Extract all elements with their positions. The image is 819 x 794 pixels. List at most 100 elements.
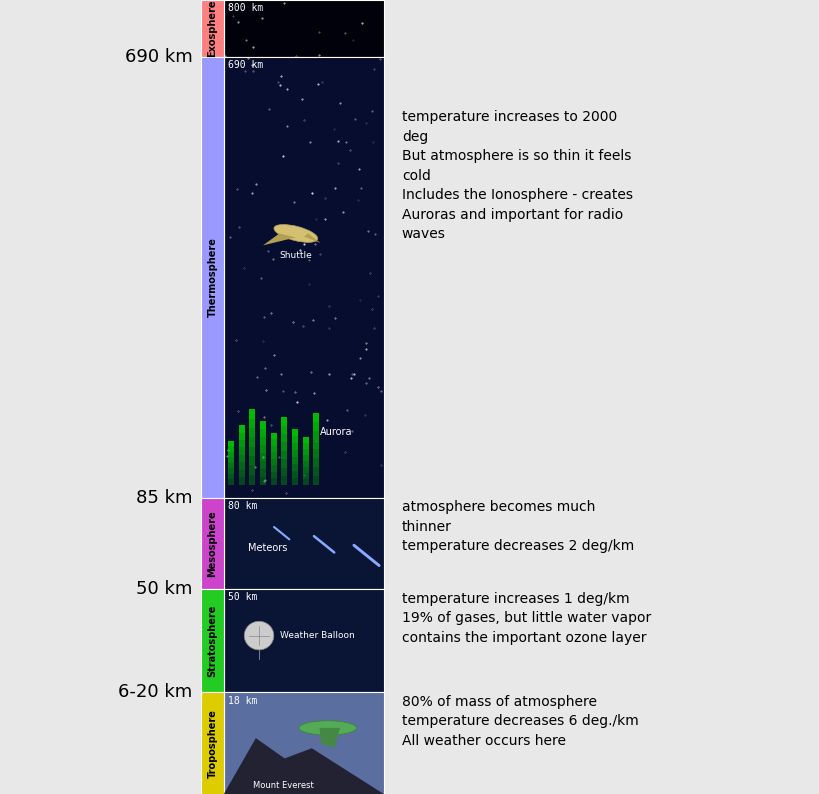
Bar (260, 476, 266, 484)
Bar (249, 447, 256, 457)
Bar (270, 465, 277, 472)
Bar (260, 445, 266, 453)
Bar (281, 459, 287, 468)
Bar (313, 440, 319, 449)
Bar (228, 452, 234, 457)
Ellipse shape (299, 721, 356, 735)
Bar (201, 589, 224, 692)
Bar (281, 434, 287, 442)
Bar (281, 476, 287, 484)
Bar (302, 479, 309, 484)
Bar (238, 425, 245, 433)
Bar (270, 439, 277, 446)
Bar (281, 468, 287, 476)
Text: atmosphere becomes much
thinner
temperature decreases 2 deg/km: atmosphere becomes much thinner temperat… (401, 500, 633, 553)
Bar (249, 457, 256, 466)
Bar (313, 431, 319, 440)
Bar (302, 472, 309, 479)
Text: Weather Balloon: Weather Balloon (279, 631, 354, 640)
Bar (281, 451, 287, 459)
Bar (249, 418, 256, 428)
Bar (224, 692, 383, 794)
Text: Mount Everest: Mount Everest (252, 781, 313, 790)
Text: temperature increases to 2000
deg
But atmosphere is so thin it feels
cold
Includ: temperature increases to 2000 deg But at… (401, 110, 632, 241)
Text: Shuttle: Shuttle (279, 251, 312, 260)
Text: 80% of mass of atmosphere
temperature decreases 6 deg./km
All weather occurs her: 80% of mass of atmosphere temperature de… (401, 695, 638, 748)
Bar (292, 429, 298, 436)
Ellipse shape (274, 225, 317, 242)
Bar (238, 462, 245, 470)
Bar (270, 459, 277, 465)
Bar (238, 455, 245, 462)
Bar (228, 463, 234, 468)
Bar (201, 498, 224, 589)
Bar (302, 443, 309, 449)
Bar (270, 453, 277, 459)
Bar (313, 422, 319, 431)
Bar (201, 692, 224, 794)
Bar (238, 440, 245, 447)
Bar (302, 467, 309, 472)
Bar (292, 457, 298, 464)
Bar (260, 429, 266, 437)
Polygon shape (304, 233, 320, 243)
Polygon shape (319, 728, 340, 748)
Bar (313, 413, 319, 422)
Polygon shape (224, 738, 383, 794)
Bar (281, 442, 287, 451)
Bar (228, 479, 234, 484)
Text: Thermosphere: Thermosphere (207, 237, 217, 318)
Bar (270, 433, 277, 439)
Bar (313, 476, 319, 484)
Bar (238, 470, 245, 477)
Text: 85 km: 85 km (136, 489, 192, 507)
Bar (292, 478, 298, 484)
Text: Exosphere: Exosphere (207, 0, 217, 57)
Bar (228, 474, 234, 479)
Text: Aurora: Aurora (319, 427, 351, 437)
Bar (238, 433, 245, 440)
Bar (270, 446, 277, 453)
Bar (313, 467, 319, 476)
Bar (249, 466, 256, 475)
Bar (292, 464, 298, 471)
Bar (249, 475, 256, 484)
Bar (270, 478, 277, 484)
Text: Mesosphere: Mesosphere (207, 511, 217, 576)
Bar (302, 461, 309, 467)
Bar (260, 468, 266, 476)
Bar (302, 437, 309, 443)
Bar (292, 450, 298, 457)
Text: 80 km: 80 km (228, 501, 257, 511)
Bar (228, 446, 234, 452)
Circle shape (244, 621, 274, 649)
Bar (292, 436, 298, 443)
Bar (260, 421, 266, 429)
Bar (313, 449, 319, 458)
Bar (281, 426, 287, 434)
Text: Meteors: Meteors (247, 543, 287, 553)
Text: 690 km: 690 km (228, 60, 263, 71)
Text: Stratosphere: Stratosphere (207, 604, 217, 677)
Bar (228, 457, 234, 463)
Bar (313, 458, 319, 467)
Text: temperature increases 1 deg/km
19% of gases, but little water vapor
contains the: temperature increases 1 deg/km 19% of ga… (401, 592, 650, 645)
Bar (238, 477, 245, 484)
Text: 800 km: 800 km (228, 3, 263, 13)
Text: 18 km: 18 km (228, 696, 257, 706)
Bar (224, 0, 383, 57)
Bar (292, 471, 298, 478)
Bar (224, 57, 383, 498)
Bar (238, 447, 245, 455)
Text: 50 km: 50 km (136, 580, 192, 598)
Text: 50 km: 50 km (228, 592, 257, 603)
Bar (249, 409, 256, 418)
Bar (302, 455, 309, 461)
Bar (201, 0, 224, 57)
Bar (228, 468, 234, 474)
Bar (249, 428, 256, 437)
Bar (201, 57, 224, 498)
Polygon shape (263, 233, 296, 245)
Bar (224, 498, 383, 589)
Text: 6-20 km: 6-20 km (118, 684, 192, 701)
